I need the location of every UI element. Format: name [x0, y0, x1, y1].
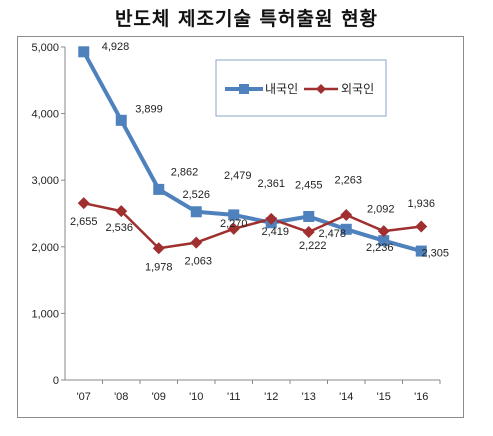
data-point-foreign — [340, 208, 353, 221]
data-label-domestic: 2,361 — [257, 178, 285, 190]
series-lines — [81, 50, 422, 253]
y-tick-label: 0 — [53, 375, 59, 387]
y-tick-label: 4,000 — [31, 109, 59, 121]
data-point-domestic — [415, 245, 427, 257]
data-point-foreign — [115, 205, 128, 218]
data-label-foreign: 2,063 — [184, 256, 212, 268]
y-tick-label: 5,000 — [31, 42, 59, 54]
x-tick-label: '14 — [339, 391, 353, 403]
x-tick-label: '16 — [414, 391, 428, 403]
data-point-foreign — [152, 242, 165, 255]
chart-title: 반도체 제조기술 특허출원 현황 — [114, 8, 379, 30]
data-label-foreign: 2,478 — [318, 228, 346, 240]
data-label-domestic: 2,263 — [334, 174, 362, 186]
data-point-domestic — [303, 210, 315, 222]
data-label-foreign: 2,270 — [220, 218, 248, 230]
data-label-domestic: 2,455 — [295, 179, 323, 191]
x-tick-label: '09 — [152, 391, 166, 403]
y-tick-label: 1,000 — [31, 308, 59, 320]
data-label-foreign: 2,655 — [70, 216, 98, 228]
data-point-foreign — [190, 236, 203, 249]
x-tick-label: '10 — [189, 391, 203, 403]
legend-marker-domestic — [239, 84, 249, 94]
x-tick-label: '15 — [377, 391, 391, 403]
data-label-domestic: 2,526 — [182, 189, 210, 201]
x-tick-label: '07 — [77, 391, 91, 403]
data-label-foreign: 2,236 — [366, 242, 394, 254]
data-point-foreign — [265, 212, 278, 225]
x-tick-label: '11 — [227, 391, 241, 403]
data-label-foreign: 2,419 — [261, 226, 289, 238]
data-point-domestic — [190, 206, 202, 218]
x-tick-label: '08 — [114, 391, 128, 403]
data-point-foreign — [227, 222, 240, 235]
legend-marker-foreign — [316, 84, 326, 94]
data-label-foreign: 2,536 — [105, 222, 133, 234]
y-tick-label: 2,000 — [31, 242, 59, 254]
data-label-domestic: 2,092 — [367, 204, 395, 216]
legend: 내국인 외국인 — [215, 59, 387, 117]
data-label-foreign: 2,222 — [299, 240, 327, 252]
data-point-foreign — [77, 197, 90, 210]
x-tick-label: '13 — [302, 391, 316, 403]
x-tick-label: '12 — [264, 391, 278, 403]
series-line-foreign — [83, 201, 422, 250]
data-point-foreign — [415, 220, 428, 233]
y-tick-label: 3,000 — [31, 175, 59, 187]
data-label-foreign: 2,305 — [421, 247, 449, 259]
legend-label-foreign: 외국인 — [341, 82, 374, 96]
data-label-domestic: 2,479 — [224, 170, 252, 182]
data-point-domestic — [115, 114, 127, 126]
series-markers — [77, 46, 428, 257]
series-line-domestic — [81, 50, 422, 253]
data-label-domestic: 4,928 — [102, 41, 130, 53]
data-label-domestic: 3,899 — [135, 103, 163, 115]
data-label-foreign: 1,978 — [145, 261, 173, 273]
data-point-foreign — [377, 225, 390, 238]
data-point-domestic — [228, 209, 240, 221]
data-point-domestic — [78, 46, 90, 58]
data-point-domestic — [378, 235, 390, 247]
data-point-domestic — [340, 223, 352, 235]
chart-axes: 0 1,000 2,000 3,000 4,000 5,000 '07 '08 '09 '10 '1… — [31, 42, 441, 403]
data-labels: 4,928 3,899 2,862 2,526 2,479 2,361 2,455 2,263… — [70, 41, 449, 273]
data-point-foreign — [302, 226, 315, 239]
data-label-domestic: 2,862 — [171, 166, 199, 178]
data-point-domestic — [153, 183, 165, 195]
data-label-domestic: 1,936 — [407, 198, 435, 210]
legend-label-domestic: 내국인 — [265, 82, 298, 96]
